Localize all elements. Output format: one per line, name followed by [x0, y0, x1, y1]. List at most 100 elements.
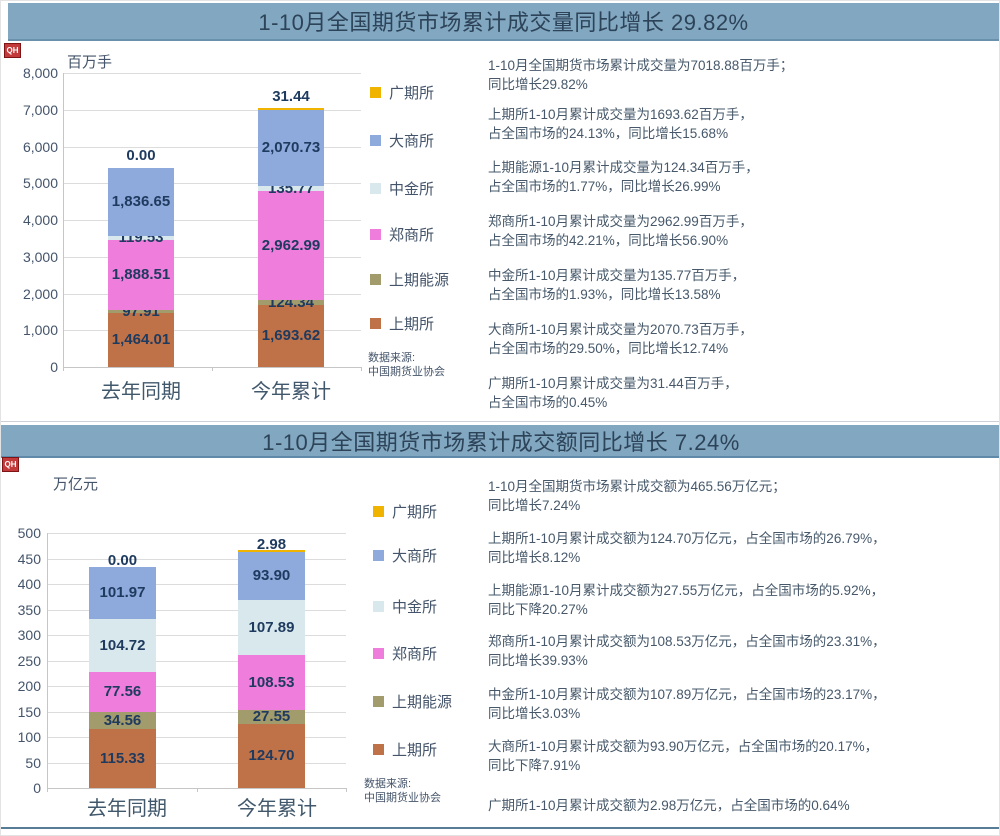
- legend-label: 大商所: [389, 132, 435, 150]
- gridline: [47, 533, 346, 534]
- y-axis-tick-label: 1,000: [22, 322, 58, 338]
- volume-summary-gfex: 广期所1-10月累计成交量为31.44百万手， 占全国市场的0.45%: [488, 376, 738, 410]
- legend-item-czce: 郑商所: [373, 643, 437, 663]
- legend-swatch-dce: [370, 134, 381, 146]
- bar-value-label: 77.56: [103, 683, 142, 700]
- gridline: [47, 661, 346, 662]
- bar-segment-cffex: [108, 236, 174, 240]
- bar-segment-cffex: [258, 186, 324, 191]
- y-axis-tick-label: 100: [17, 729, 41, 745]
- turnover-summary-ine: 上期能源1-10月累计成交额为27.55万亿元，占全国市场的5.92%， 同比下…: [488, 583, 885, 617]
- legend-swatch-ine: [370, 273, 381, 285]
- legend-swatch-czce: [373, 647, 384, 659]
- bar-segment-shfe: [258, 305, 324, 367]
- y-axis-tick-label: 400: [17, 576, 41, 592]
- bottom-rule: [1, 827, 999, 829]
- legend-label: 上期所: [392, 741, 438, 759]
- legend-swatch-shfe: [373, 743, 384, 755]
- legend-swatch-shfe: [370, 317, 381, 329]
- y-axis-tick-label: 150: [17, 704, 41, 720]
- legend-item-gfex: 广期所: [373, 501, 437, 521]
- legend-item-gfex: 广期所: [370, 82, 434, 102]
- bar-value-label: 34.56: [103, 712, 142, 729]
- section2-title-bar: 1-10月全国期货市场累计成交额同比增长 7.24%: [1, 425, 999, 458]
- category-label: 去年同期: [87, 798, 167, 820]
- bar-value-label: 31.44: [272, 88, 310, 105]
- volume-summary-cffex: 中金所1-10月累计成交量为135.77百万手， 占全国市场的1.93%，同比增…: [488, 268, 746, 302]
- y-axis-tick-label: 450: [17, 551, 41, 567]
- gridline: [47, 559, 346, 560]
- bar-segment-cffex: [89, 619, 156, 672]
- y-axis-tick-label: 7,000: [22, 102, 58, 118]
- gridline: [63, 220, 361, 221]
- legend-label: 郑商所: [389, 226, 435, 244]
- legend-item-shfe: 上期所: [373, 739, 437, 759]
- y-axis-tick-label: 250: [17, 653, 41, 669]
- legend-swatch-cffex: [373, 600, 384, 612]
- gridline: [63, 294, 361, 295]
- turnover-summary-gfex: 广期所1-10月累计成交额为2.98万亿元，占全国市场的0.64%: [488, 798, 850, 813]
- bar-segment-dce: [238, 552, 305, 600]
- legend-swatch-czce: [370, 228, 381, 240]
- gridline: [47, 763, 346, 764]
- bar-value-label: 1,836.65: [111, 193, 171, 210]
- chart1-unit-label: 百万手: [67, 54, 113, 71]
- gridline: [47, 712, 346, 713]
- turnover-summary-cffex: 中金所1-10月累计成交额为107.89万亿元，占全国市场的23.17%， 同比…: [488, 687, 886, 721]
- category-label: 今年累计: [251, 381, 331, 403]
- gridline: [47, 686, 346, 687]
- bar-value-label: 104.72: [99, 637, 146, 654]
- section1-title-bar: 1-10月全国期货市场累计成交量同比增长 29.82%: [8, 3, 999, 41]
- y-axis-tick-label: 500: [17, 525, 41, 541]
- bar-segment-ine: [238, 710, 305, 724]
- bar-segment-shfe: [89, 729, 156, 788]
- qh-logo-badge: QH: [4, 43, 21, 58]
- turnover-summary-dce: 大商所1-10月累计成交额为93.90万亿元，占全国市场的20.17%， 同比下…: [488, 739, 879, 773]
- bar-segment-czce: [258, 191, 324, 300]
- legend-label: 广期所: [389, 84, 435, 102]
- x-axis-tick: [346, 788, 347, 792]
- legend-swatch-cffex: [370, 182, 381, 194]
- legend-swatch-ine: [373, 695, 384, 707]
- gridline: [63, 147, 361, 148]
- y-axis-tick-label: 200: [17, 678, 41, 694]
- y-axis-tick-label: 0: [50, 359, 58, 375]
- y-axis-tick-label: 4,000: [22, 212, 58, 228]
- legend-item-dce: 大商所: [370, 130, 434, 150]
- y-axis-tick-label: 5,000: [22, 175, 58, 191]
- bar-value-label: 1,888.51: [111, 266, 171, 283]
- gridline: [47, 584, 346, 585]
- x-axis-tick: [212, 367, 213, 371]
- bar-value-label: 2.98: [256, 536, 287, 553]
- volume-summary-total: 1-10月全国期货市场累计成交量为7018.88百万手； 同比增长29.82%: [488, 58, 794, 92]
- chart2-data-source: 数据来源: 中国期货业协会: [364, 778, 441, 804]
- volume-summary-shfe: 上期所1-10月累计成交量为1693.62百万手， 占全国市场的24.13%，同…: [488, 107, 753, 141]
- bar-segment-cffex: [238, 600, 305, 655]
- bar-segment-dce: [258, 110, 324, 186]
- turnover-summary-total: 1-10月全国期货市场累计成交额为465.56万亿元； 同比增长7.24%: [488, 479, 786, 513]
- gridline: [63, 73, 361, 74]
- volume-summary-czce: 郑商所1-10月累计成交量为2962.99百万手， 占全国市场的42.21%，同…: [488, 214, 753, 248]
- chart2-unit-label: 万亿元: [53, 476, 99, 493]
- legend-label: 中金所: [392, 598, 438, 616]
- section1-title: 1-10月全国期货市场累计成交量同比增长 29.82%: [258, 10, 749, 35]
- gridline: [47, 610, 346, 611]
- legend-label: 上期所: [389, 315, 435, 333]
- bar-segment-dce: [89, 567, 156, 619]
- bar-value-label: 124.70: [248, 747, 295, 764]
- qh-logo-badge-2: QH: [2, 457, 19, 472]
- bar-value-label: 115.33: [99, 750, 146, 767]
- section2-title: 1-10月全国期货市场累计成交额同比增长 7.24%: [262, 429, 740, 455]
- legend-item-cffex: 中金所: [370, 178, 434, 198]
- y-axis-tick-label: 8,000: [22, 65, 58, 81]
- legend-swatch-gfex: [370, 86, 381, 98]
- x-axis-tick: [63, 367, 64, 371]
- volume-summary-dce: 大商所1-10月累计成交量为2070.73百万手， 占全国市场的29.50%，同…: [488, 322, 753, 356]
- legend-label: 上期能源: [389, 271, 450, 289]
- bar-value-label: 1,693.62: [261, 327, 321, 344]
- category-label: 去年同期: [101, 381, 181, 403]
